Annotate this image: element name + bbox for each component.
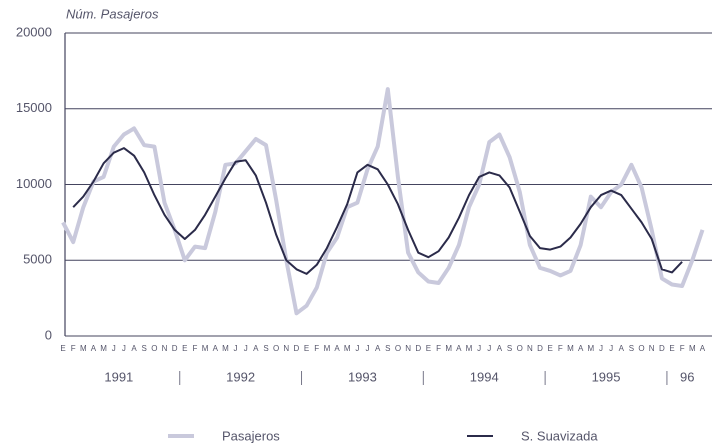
legend-label: Pasajeros [222, 428, 280, 443]
x-tick-label: D [659, 344, 665, 353]
x-tick-label: S [629, 344, 634, 353]
x-tick-label: E [426, 344, 431, 353]
x-tick-label: F [436, 344, 441, 353]
x-tick-label: F [71, 344, 76, 353]
x-tick-label: J [244, 344, 248, 353]
year-label: 1992 [226, 369, 255, 384]
x-tick-label: J [355, 344, 359, 353]
x-tick-label: J [122, 344, 126, 353]
legend-label: S. Suavizada [521, 428, 598, 443]
x-tick-label: S [142, 344, 147, 353]
x-tick-label: D [294, 344, 300, 353]
y-axis-label: Núm. Pasajeros [66, 6, 159, 21]
x-tick-label: M [466, 344, 473, 353]
x-tick-label: A [91, 344, 97, 353]
x-tick-label: E [548, 344, 553, 353]
x-tick-label: J [234, 344, 238, 353]
year-label: 1995 [592, 369, 621, 384]
x-tick-label: M [202, 344, 209, 353]
year-label: 96 [680, 369, 694, 384]
x-tick-label: N [405, 344, 411, 353]
year-label: 1994 [470, 369, 499, 384]
x-tick-label: D [172, 344, 178, 353]
x-tick-label: J [112, 344, 116, 353]
x-tick-label: E [669, 344, 674, 353]
x-tick-label: M [445, 344, 452, 353]
x-tick-label: M [587, 344, 594, 353]
x-tick-label: A [456, 344, 462, 353]
x-tick-label: M [324, 344, 331, 353]
x-tick-label: O [273, 344, 279, 353]
x-tick-label: M [567, 344, 574, 353]
x-tick-label: M [344, 344, 351, 353]
x-tick-label: J [487, 344, 491, 353]
x-tick-label: A [578, 344, 584, 353]
x-tick-label: A [334, 344, 340, 353]
x-tick-label: A [700, 344, 706, 353]
x-tick-label: J [609, 344, 613, 353]
x-tick-label: N [527, 344, 533, 353]
series-line [61, 87, 705, 316]
x-tick-label: J [599, 344, 603, 353]
x-tick-label: S [385, 344, 390, 353]
x-tick-label: O [395, 344, 401, 353]
x-tick-label: D [537, 344, 543, 353]
x-tick-label: N [283, 344, 289, 353]
x-tick-label: E [304, 344, 309, 353]
x-tick-label: F [314, 344, 319, 353]
y-tick-label: 15000 [16, 100, 52, 115]
x-tick-label: J [477, 344, 481, 353]
y-tick-label: 0 [45, 327, 52, 342]
x-tick-label: A [213, 344, 219, 353]
x-tick-label: O [517, 344, 523, 353]
x-tick-label: A [619, 344, 625, 353]
x-tick-label: N [649, 344, 655, 353]
x-tick-label: A [131, 344, 137, 353]
y-tick-label: 10000 [16, 176, 52, 191]
y-tick-label: 20000 [16, 24, 52, 39]
x-tick-label: S [263, 344, 268, 353]
x-tick-label: S [507, 344, 512, 353]
x-tick-label: A [253, 344, 259, 353]
x-tick-label: A [375, 344, 381, 353]
x-tick-label: D [415, 344, 421, 353]
x-tick-label: M [80, 344, 87, 353]
year-label: 1993 [348, 369, 377, 384]
x-tick-label: N [162, 344, 168, 353]
x-tick-label: M [689, 344, 696, 353]
x-tick-label: E [182, 344, 187, 353]
x-tick-label: E [60, 344, 65, 353]
x-tick-label: M [222, 344, 229, 353]
x-tick-label: A [497, 344, 503, 353]
x-tick-label: F [193, 344, 198, 353]
year-label: 1991 [104, 369, 133, 384]
x-tick-label: O [638, 344, 644, 353]
x-tick-label: O [151, 344, 157, 353]
series-line [72, 147, 683, 275]
x-tick-label: J [366, 344, 370, 353]
x-tick-label: F [558, 344, 563, 353]
x-tick-label: F [680, 344, 685, 353]
y-tick-label: 5000 [23, 252, 52, 267]
x-tick-label: M [100, 344, 107, 353]
